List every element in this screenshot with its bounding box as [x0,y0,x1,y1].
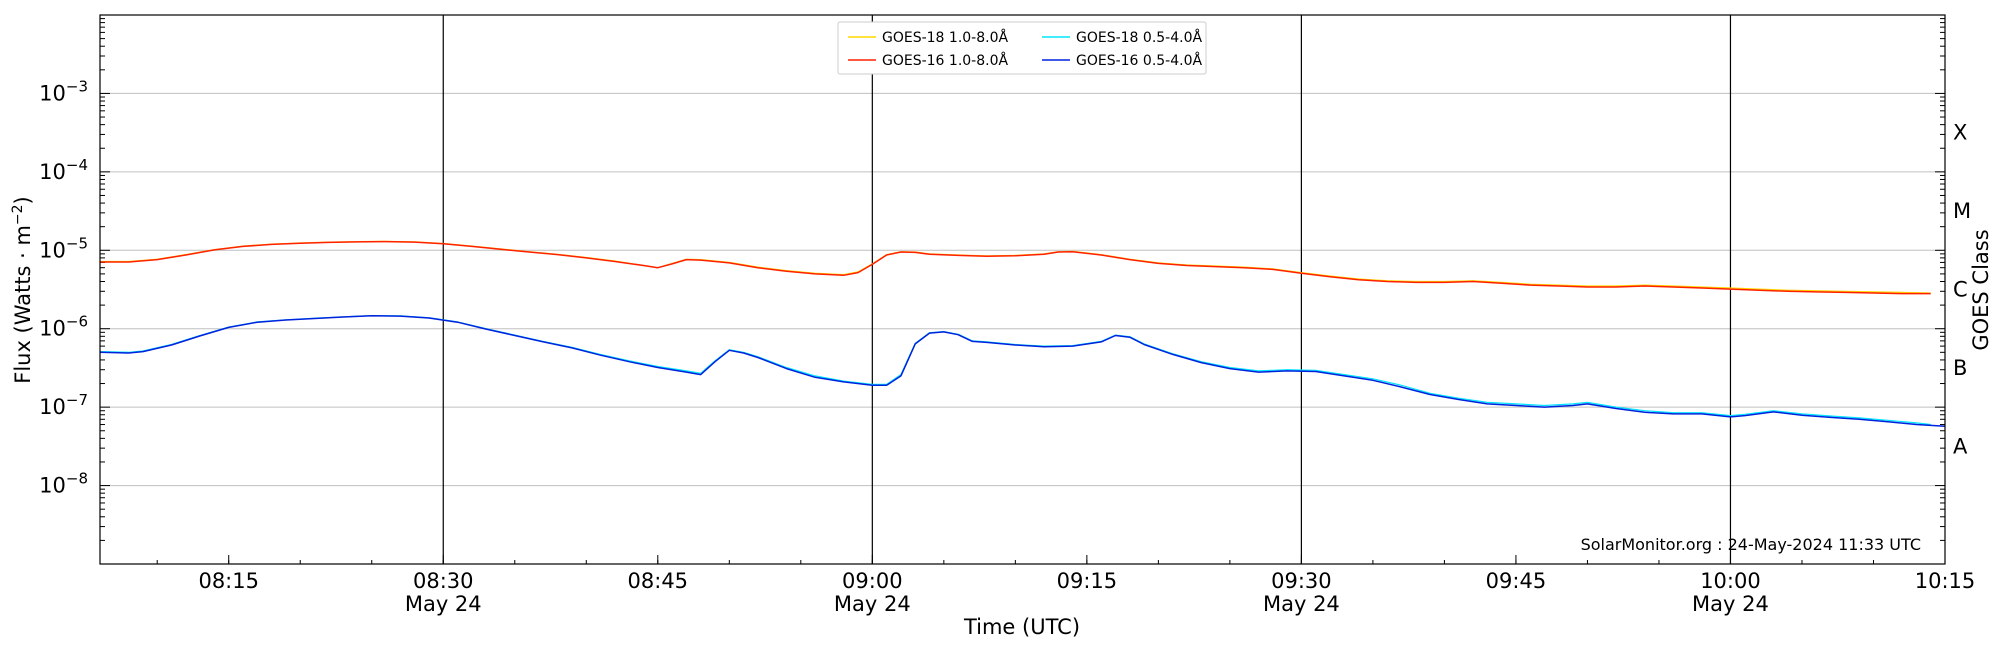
x-tick-label: 10:15 [1915,569,1976,593]
grid-lines [100,92,1945,487]
y-axis-title-close: ) [11,196,35,204]
goes-class-label: A [1953,434,1968,458]
legend-box [837,21,1207,75]
x-tick-label: 10:00 [1700,569,1761,593]
y-tick-label: 10−6 [39,313,88,341]
y-tick-label: 10−4 [39,156,88,184]
goes-class-label: M [1953,199,1971,223]
y-tick-label: 10−8 [39,470,88,498]
y-tick-base: 10 [39,238,66,262]
y-tick-label: 10−5 [39,234,88,262]
y-tick-base: 10 [39,395,66,419]
x-tick-date: May 24 [1692,592,1769,616]
y-tick-exponent: −4 [66,156,88,174]
goes-class-label: X [1953,121,1967,145]
right-axis-title: GOES Class [1969,229,1993,350]
y-tick-labels: 10−810−710−610−510−410−3 [39,77,88,497]
series-line [100,240,1931,295]
y-tick-base: 10 [39,81,66,105]
y-tick-exponent: −6 [66,313,88,331]
y-tick-exponent: −3 [66,77,88,95]
x-axis-title: Time (UTC) [963,615,1080,639]
goes-class-label: B [1953,356,1967,380]
x-tick-date: May 24 [405,592,482,616]
x-tick-label: 09:00 [842,569,903,593]
x-tick-label: 09:30 [1271,569,1332,593]
x-tick-date: May 24 [1263,592,1340,616]
y-tick-exponent: −5 [66,234,88,252]
goes-class-label: C [1953,278,1968,302]
legend-label: GOES-18 0.5-4.0Å [1076,29,1202,46]
x-tick-label: 09:15 [1057,569,1118,593]
y-tick-base: 10 [39,317,66,341]
goes-class-labels: A B C M X [1953,121,1971,459]
series-lines [99,240,1946,428]
y-tick-exponent: −7 [66,391,88,409]
y-axis-title: Flux (Watts · m−2) [10,196,35,384]
y-tick-label: 10−3 [39,77,88,105]
x-tick-date: May 24 [834,592,911,616]
y-tick-base: 10 [39,160,66,184]
y-axis-title-exponent: −2 [10,204,26,225]
legend-label: GOES-16 0.5-4.0Å [1076,52,1202,69]
footer-credit: SolarMonitor.org : 24-May-2024 11:33 UTC [1581,535,1921,554]
y-tick-label: 10−7 [39,391,88,419]
x-tick-label: 08:30 [413,569,474,593]
series-line [99,315,1946,428]
legend-label: GOES-16 1.0-8.0Å [882,52,1008,69]
x-tick-label: 09:45 [1486,569,1547,593]
axis-ticks [100,18,1946,565]
plot-frame [99,14,1946,565]
y-tick-base: 10 [39,474,66,498]
legend-label: GOES-18 1.0-8.0Å [882,29,1008,46]
legend: GOES-18 1.0-8.0Å GOES-18 0.5-4.0Å GOES-16 … [837,21,1207,75]
y-tick-exponent: −8 [66,470,88,488]
x-tick-label: 08:15 [198,569,259,593]
x-tick-label: 08:45 [628,569,689,593]
plot-background [100,15,1945,564]
